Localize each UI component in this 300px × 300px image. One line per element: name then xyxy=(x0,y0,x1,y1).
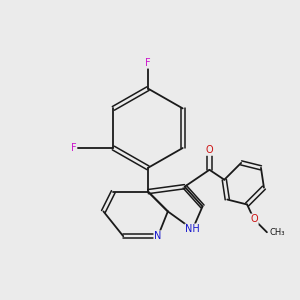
Text: CH₃: CH₃ xyxy=(270,228,285,237)
Text: NH: NH xyxy=(185,224,200,234)
Text: O: O xyxy=(206,145,213,155)
Text: F: F xyxy=(145,58,151,68)
Text: N: N xyxy=(154,231,162,241)
Text: F: F xyxy=(71,143,76,153)
Text: O: O xyxy=(250,214,258,224)
